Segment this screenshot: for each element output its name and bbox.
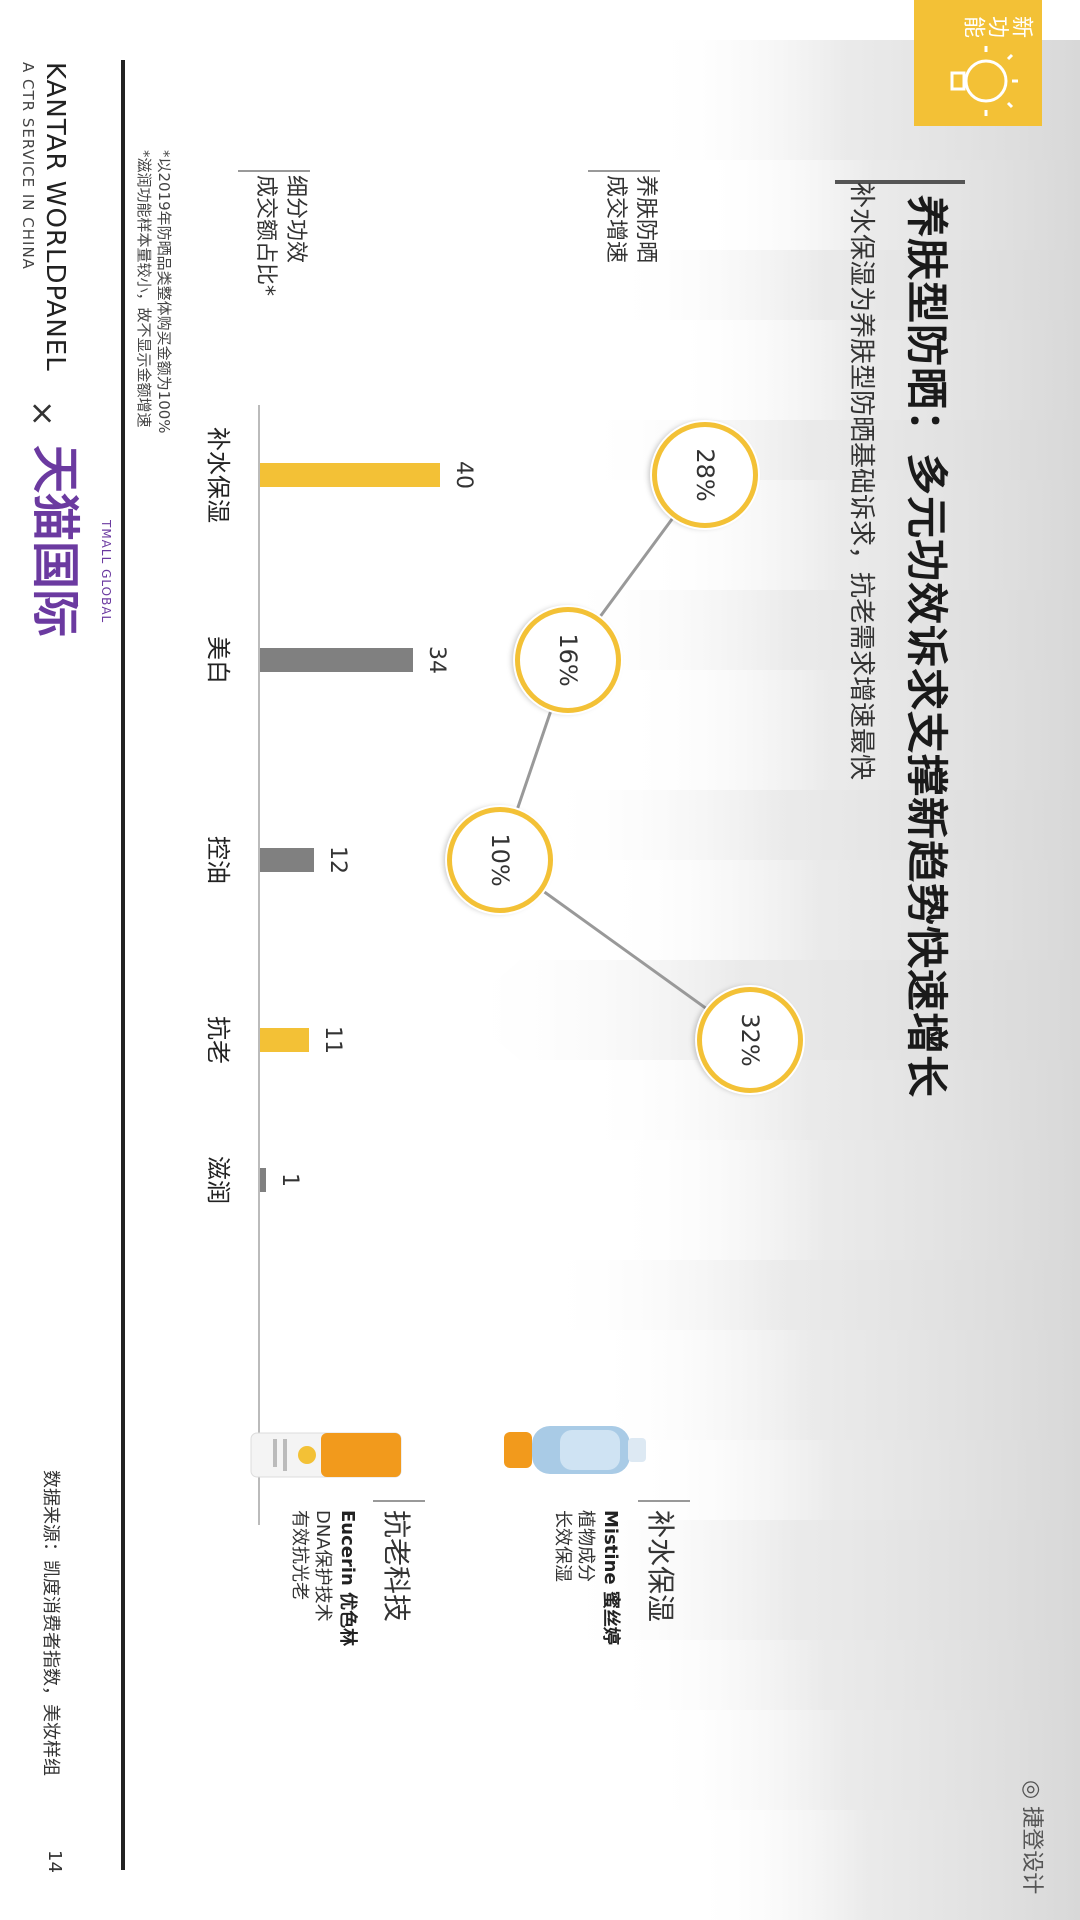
bar-2 [260, 648, 413, 672]
data-source: 数据来源：凯度消费者指数，美妆样组 [40, 1470, 61, 1776]
growth-point-4: 32% [697, 987, 803, 1093]
growth-point-1: 28% [651, 422, 758, 528]
tmall-global-logo: 天猫国际 [27, 445, 83, 638]
kantar-logo: KANTAR WORLDPANEL [40, 62, 70, 372]
mistine-product-image [504, 1426, 646, 1474]
footer-rule [121, 60, 125, 1870]
product-1-line-1: 植物成分 [575, 1510, 596, 1582]
wechat-watermark: ◎ 捷登设计 [1018, 1780, 1050, 1894]
product-2-head: 抗老科技 [380, 1510, 413, 1623]
footnote-2: *滋润功能样本量较小，故不显示金额增速 [135, 150, 153, 428]
bar-4 [260, 1028, 310, 1052]
bar-value-label-1: 40 [451, 461, 476, 489]
category-label-3: 控油 [204, 836, 232, 884]
lightbulb-icon [950, 46, 1018, 116]
growth-line [498, 474, 751, 1042]
bar-value-label-2: 34 [424, 646, 449, 674]
category-label-5: 滋润 [204, 1156, 232, 1204]
watermark-text: 捷登设计 [1019, 1806, 1044, 1895]
growth-point-2: 16% [515, 607, 622, 713]
product-2-line-2: 有效抗光老 [289, 1510, 310, 1600]
category-label-2: 美白 [204, 636, 232, 684]
kantar-subtitle: A CTR SERVICE IN CHINA [19, 62, 37, 270]
times-sign: × [24, 400, 62, 427]
bar-axis [258, 405, 260, 1525]
bar-value-label-5: 1 [277, 1173, 302, 1187]
wechat-icon: ◎ [1019, 1780, 1044, 1807]
product-2-brand: Eucerin 优色林 [337, 1510, 358, 1647]
product-2-divider [373, 1500, 425, 1502]
new-feature-badge: 新功能 [914, 0, 1042, 126]
growth-point-3: 10% [447, 807, 553, 913]
product-2-line-1: DNA保护技术 [312, 1510, 333, 1622]
page-number: 14 [44, 1850, 65, 1873]
tmall-global-subtitle: TMALL GLOBAL [99, 520, 113, 624]
product-1-line-2: 长效保湿 [552, 1510, 573, 1582]
footnote-1: *以2019年防晒品类整体购买金额为100% [155, 150, 173, 434]
bar-3 [260, 848, 314, 872]
product-1-divider [638, 1500, 690, 1502]
category-label-1: 补水保湿 [204, 427, 232, 523]
product-1-head: 补水保湿 [644, 1510, 677, 1623]
category-label-4: 抗老 [204, 1016, 232, 1064]
bar-value-label-3: 12 [325, 846, 350, 874]
bar-value-label-4: 11 [320, 1026, 346, 1054]
bar-5 [260, 1168, 266, 1192]
product-1-brand: Mistine 蜜丝婷 [600, 1510, 621, 1645]
bar-1 [260, 463, 440, 487]
eucerin-product-image [250, 1432, 402, 1478]
